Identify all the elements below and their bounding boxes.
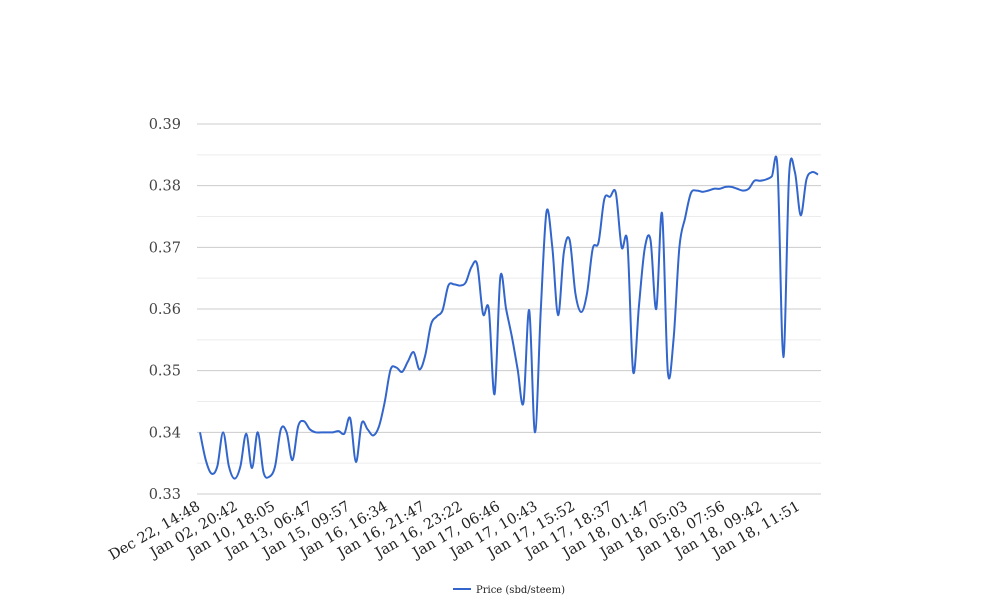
y-tick-label: 0.39 xyxy=(149,117,181,133)
legend[interactable]: Price (sbd/steem) xyxy=(453,585,565,596)
legend-label[interactable]: Price (sbd/steem) xyxy=(476,585,565,596)
y-tick-label: 0.38 xyxy=(149,179,181,195)
y-tick-label: 0.34 xyxy=(149,425,181,441)
y-tick-label: 0.33 xyxy=(149,487,181,503)
y-axis-ticks: 0.33 0.34 0.35 0.36 0.37 0.38 0.39 xyxy=(149,117,181,503)
y-tick-label: 0.37 xyxy=(149,240,181,256)
y-tick-label: 0.36 xyxy=(149,302,181,318)
series-line-price xyxy=(199,155,819,480)
series-layer xyxy=(199,155,819,480)
gridlines xyxy=(197,123,821,495)
y-tick-label: 0.35 xyxy=(149,364,181,380)
